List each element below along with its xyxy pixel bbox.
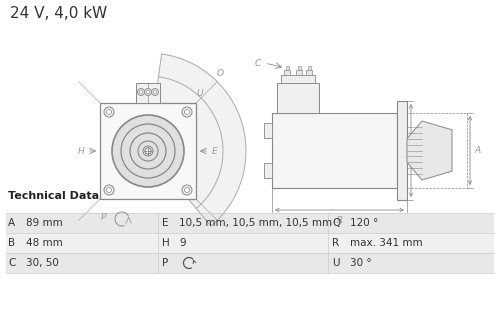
- Text: U: U: [332, 258, 340, 268]
- Circle shape: [144, 89, 152, 96]
- Text: 89 mm: 89 mm: [26, 218, 63, 228]
- Circle shape: [138, 89, 144, 96]
- Text: U: U: [196, 89, 203, 98]
- Bar: [397, 101, 407, 200]
- Circle shape: [184, 187, 190, 192]
- Bar: [272, 113, 397, 188]
- Wedge shape: [148, 54, 246, 226]
- Bar: [306, 70, 312, 75]
- Bar: [100, 103, 196, 199]
- Text: 10,5 mm, 10,5 mm, 10,5 mm: 10,5 mm, 10,5 mm, 10,5 mm: [179, 218, 332, 228]
- Text: 9: 9: [179, 238, 186, 248]
- Circle shape: [154, 91, 156, 94]
- Bar: [308, 66, 310, 70]
- Text: 30 °: 30 °: [350, 258, 372, 268]
- Circle shape: [104, 185, 114, 195]
- Circle shape: [112, 115, 184, 187]
- Circle shape: [184, 110, 190, 115]
- Bar: [6, 233, 494, 253]
- Bar: [298, 66, 300, 70]
- Circle shape: [182, 185, 192, 195]
- Bar: [264, 123, 272, 138]
- Bar: [136, 83, 160, 103]
- Bar: [264, 163, 272, 178]
- Text: Technical Data: Technical Data: [8, 191, 99, 201]
- Text: H: H: [77, 147, 84, 156]
- Text: O: O: [216, 70, 224, 79]
- Circle shape: [146, 91, 150, 94]
- Polygon shape: [407, 121, 452, 180]
- Circle shape: [104, 107, 114, 117]
- Circle shape: [145, 148, 151, 154]
- Text: P: P: [100, 212, 106, 221]
- Bar: [6, 253, 494, 273]
- Text: C: C: [255, 59, 261, 68]
- Text: E: E: [212, 147, 218, 156]
- Text: 120 °: 120 °: [350, 218, 378, 228]
- Bar: [284, 70, 290, 75]
- Bar: [277, 83, 319, 113]
- Bar: [286, 66, 288, 70]
- Text: B: B: [414, 146, 420, 155]
- Bar: [281, 75, 315, 83]
- Circle shape: [106, 187, 112, 192]
- Bar: [407, 113, 467, 188]
- Text: 24 V, 4,0 kW: 24 V, 4,0 kW: [10, 6, 107, 21]
- Text: 30, 50: 30, 50: [26, 258, 59, 268]
- Circle shape: [152, 89, 158, 96]
- Text: A: A: [474, 146, 480, 155]
- Text: H: H: [162, 238, 170, 248]
- Bar: [296, 70, 302, 75]
- Circle shape: [140, 91, 142, 94]
- Text: A: A: [8, 218, 15, 228]
- Text: C: C: [8, 258, 16, 268]
- Bar: [6, 213, 494, 233]
- Text: P: P: [162, 258, 168, 268]
- Text: B: B: [8, 238, 15, 248]
- Text: R: R: [336, 216, 342, 225]
- Circle shape: [182, 107, 192, 117]
- Text: Q: Q: [332, 218, 340, 228]
- Text: E: E: [162, 218, 168, 228]
- Text: R: R: [332, 238, 339, 248]
- Text: max. 341 mm: max. 341 mm: [350, 238, 422, 248]
- Text: 48 mm: 48 mm: [26, 238, 63, 248]
- Circle shape: [106, 110, 112, 115]
